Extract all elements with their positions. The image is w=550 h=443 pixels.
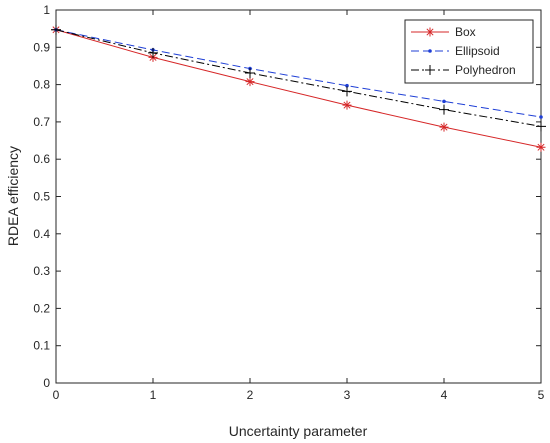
legend: Box Ellipsoid Polyhedron	[404, 19, 534, 84]
x-tick-label: 2	[247, 388, 254, 402]
data-point	[245, 77, 255, 87]
data-point	[345, 83, 349, 88]
y-tick-label: 0.2	[33, 301, 50, 315]
data-point	[442, 99, 446, 104]
y-tick-label: 0.4	[33, 227, 50, 241]
data-point	[342, 86, 352, 97]
data-point	[536, 121, 546, 132]
data-point	[539, 115, 543, 119]
x-tick-label: 4	[441, 388, 448, 402]
y-tick-label: 0.1	[33, 339, 50, 353]
legend-label: Box	[455, 25, 476, 39]
data-point	[439, 104, 449, 115]
data-point	[425, 27, 435, 37]
data-point	[342, 100, 352, 110]
y-tick-label: 0.3	[33, 264, 50, 278]
x-tick-label: 0	[53, 388, 60, 402]
series-line	[55, 29, 542, 118]
x-tick-label: 3	[344, 388, 351, 402]
y-tick-label: 0.5	[33, 190, 50, 204]
legend-label: Polyhedron	[455, 63, 516, 77]
series-layer	[51, 24, 546, 152]
series-line	[55, 29, 542, 148]
x-axis-label: Uncertainty parameter	[229, 423, 368, 439]
y-tick-label: 0.7	[33, 115, 50, 129]
x-tick-label: 5	[538, 388, 545, 402]
ticks: 0 1 2 3 4 5 0 0.1 0.2 0.3 0.4 0.5 0.6 0.7 0.8 0.9 1	[33, 3, 544, 402]
series-line	[55, 29, 542, 127]
y-tick-label: 0.6	[33, 152, 50, 166]
data-point	[536, 142, 546, 152]
series-polyhedron	[51, 24, 546, 132]
data-point	[425, 65, 435, 75]
y-tick-label: 1	[43, 3, 50, 17]
data-point	[245, 68, 255, 79]
data-point	[439, 122, 449, 132]
x-tick-label: 1	[150, 388, 157, 402]
y-tick-label: 0.8	[33, 78, 50, 92]
y-tick-label: 0.9	[33, 40, 50, 54]
y-axis-label: RDEA efficiency	[5, 146, 21, 246]
series-box	[51, 25, 546, 152]
series-ellipsoid	[54, 27, 543, 119]
legend-label: Ellipsoid	[455, 44, 500, 58]
data-point	[51, 24, 61, 35]
data-point	[428, 49, 432, 53]
data-point	[148, 47, 158, 58]
y-tick-label: 0	[43, 376, 50, 390]
